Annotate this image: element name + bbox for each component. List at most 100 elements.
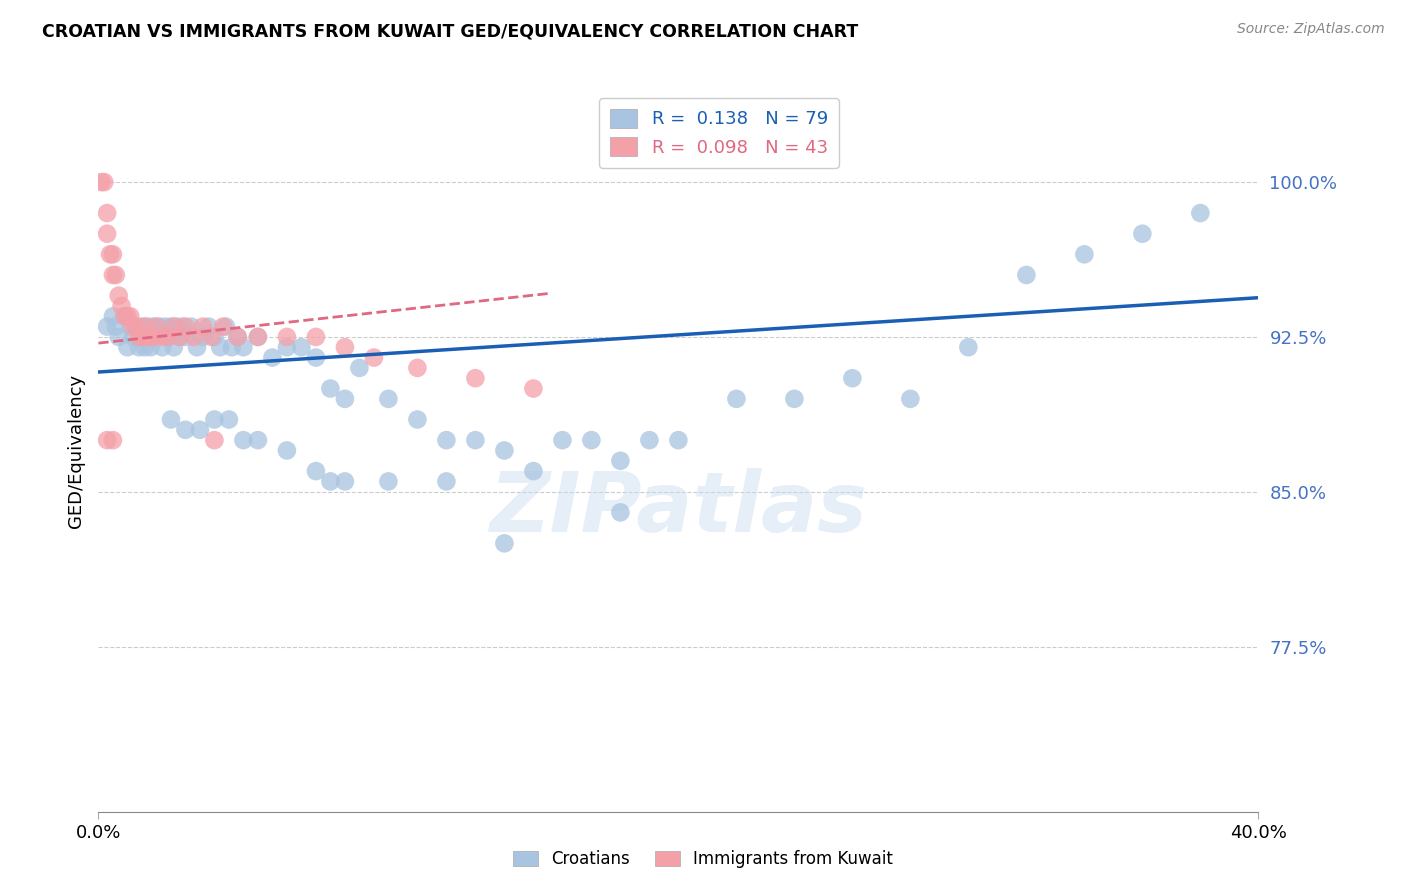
Point [117, 340, 139, 354]
Point [157, 330, 180, 344]
Point [494, 536, 516, 550]
Point [609, 505, 631, 519]
Point [204, 412, 226, 426]
Point [150, 340, 173, 354]
Point [783, 392, 806, 406]
Point [276, 330, 298, 344]
Point [638, 433, 661, 447]
Point [145, 319, 167, 334]
Point [166, 319, 188, 334]
Point [363, 351, 385, 365]
Point [125, 319, 148, 334]
Point [232, 340, 254, 354]
Point [226, 330, 249, 344]
Point [139, 340, 162, 354]
Point [163, 319, 186, 334]
Point [169, 330, 191, 344]
Point [841, 371, 863, 385]
Point [226, 330, 249, 344]
Point [150, 330, 173, 344]
Point [436, 433, 458, 447]
Point [276, 443, 298, 458]
Point [246, 433, 269, 447]
Point [101, 247, 124, 261]
Point [163, 340, 186, 354]
Point [204, 330, 226, 344]
Point [122, 319, 145, 334]
Point [183, 330, 205, 344]
Point [290, 340, 312, 354]
Point [349, 360, 371, 375]
Point [142, 319, 165, 334]
Text: Source: ZipAtlas.com: Source: ZipAtlas.com [1237, 22, 1385, 37]
Point [136, 330, 159, 344]
Text: CROATIAN VS IMMIGRANTS FROM KUWAIT GED/EQUIVALENCY CORRELATION CHART: CROATIAN VS IMMIGRANTS FROM KUWAIT GED/E… [42, 22, 859, 40]
Point [406, 360, 429, 375]
Point [204, 433, 226, 447]
Point [153, 319, 176, 334]
Point [180, 319, 202, 334]
Point [101, 433, 124, 447]
Point [172, 319, 194, 334]
Point [174, 319, 197, 334]
Point [725, 392, 748, 406]
Point [305, 351, 328, 365]
Point [262, 351, 284, 365]
Point [200, 330, 222, 344]
Point [101, 310, 124, 324]
Point [104, 319, 127, 334]
Point [169, 330, 191, 344]
Point [174, 330, 197, 344]
Point [1073, 247, 1095, 261]
Point [957, 340, 980, 354]
Point [333, 475, 356, 489]
Point [276, 340, 298, 354]
Point [436, 475, 458, 489]
Point [145, 330, 167, 344]
Point [107, 330, 129, 344]
Point [333, 340, 356, 354]
Point [134, 319, 156, 334]
Point [1130, 227, 1153, 241]
Point [232, 433, 254, 447]
Point [131, 319, 153, 334]
Point [117, 310, 139, 324]
Legend: R =  0.138   N = 79, R =  0.098   N = 43: R = 0.138 N = 79, R = 0.098 N = 43 [599, 98, 839, 168]
Point [125, 319, 148, 334]
Point [218, 412, 240, 426]
Point [522, 382, 544, 396]
Point [191, 330, 214, 344]
Point [96, 319, 118, 334]
Point [134, 340, 156, 354]
Point [128, 340, 150, 354]
Point [246, 330, 269, 344]
Point [197, 319, 219, 334]
Point [221, 340, 243, 354]
Point [128, 330, 150, 344]
Point [319, 475, 342, 489]
Point [188, 423, 211, 437]
Point [174, 423, 197, 437]
Point [160, 412, 183, 426]
Point [136, 319, 159, 334]
Point [551, 433, 574, 447]
Point [93, 175, 115, 189]
Point [160, 319, 183, 334]
Point [120, 319, 142, 334]
Point [377, 475, 399, 489]
Point [157, 330, 180, 344]
Point [98, 247, 121, 261]
Point [666, 433, 689, 447]
Point [104, 268, 127, 282]
Point [406, 412, 429, 426]
Point [464, 371, 486, 385]
Point [319, 382, 342, 396]
Legend: Croatians, Immigrants from Kuwait: Croatians, Immigrants from Kuwait [506, 844, 900, 875]
Point [1189, 206, 1212, 220]
Point [581, 433, 603, 447]
Point [131, 330, 153, 344]
Point [186, 340, 208, 354]
Point [120, 310, 142, 324]
Point [101, 268, 124, 282]
Point [494, 443, 516, 458]
